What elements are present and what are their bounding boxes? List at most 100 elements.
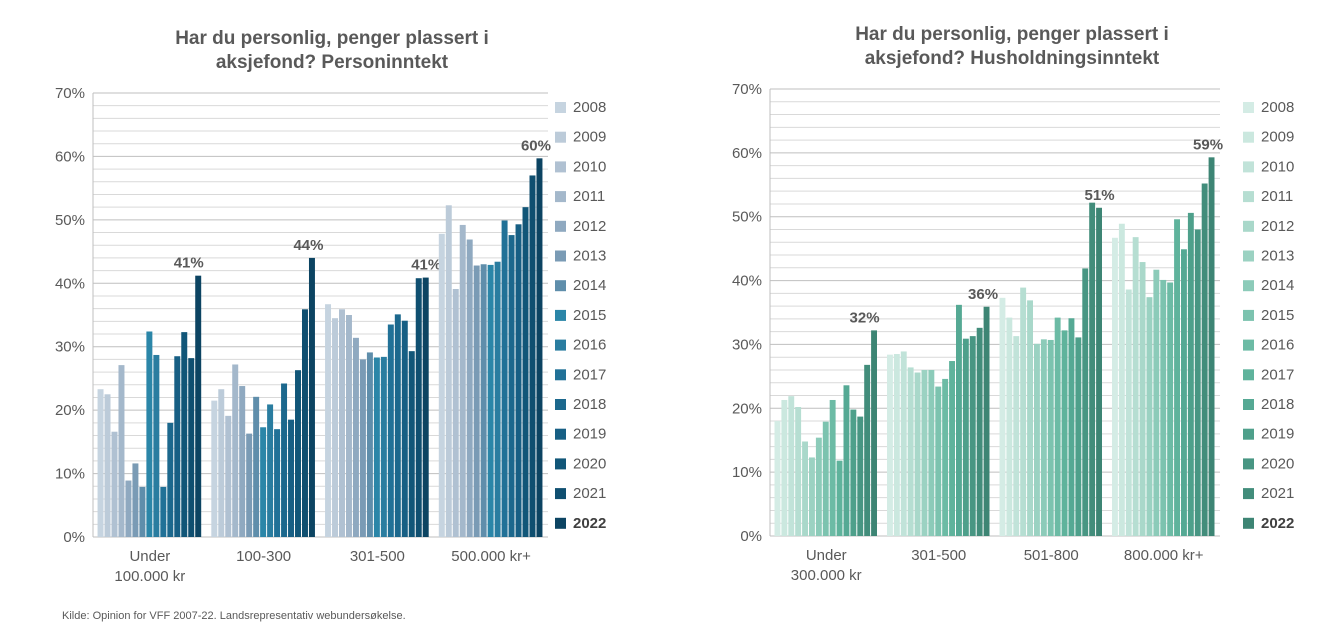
chart-husholdningsinntekt-svg: Har du personlig, penger plassert i aksje…	[732, 24, 1294, 584]
bar-2014-cat-0	[815, 437, 822, 536]
bar-2009-cat-0	[104, 394, 111, 537]
legend-swatch-2018	[1243, 399, 1254, 410]
bar-2015-cat-1	[260, 427, 267, 537]
legend-label-2017: 2017	[1261, 366, 1294, 383]
bar-2008-cat-0	[774, 421, 781, 536]
legend-label-2022: 2022	[573, 515, 606, 532]
legend-swatch-2014	[1243, 280, 1254, 292]
bar-2018-cat-3	[1181, 249, 1187, 536]
legend-label-2022: 2022	[1261, 515, 1294, 532]
bar-2009-cat-1	[218, 389, 225, 537]
data-label: 60%	[521, 137, 551, 154]
legend-swatch-2017	[555, 369, 566, 381]
bar-2013-cat-2	[359, 359, 366, 537]
bar-2017-cat-3	[501, 220, 508, 537]
bar-2022-cat-1	[308, 257, 315, 537]
bar-2015-cat-0	[822, 421, 829, 536]
bar-2019-cat-3	[1187, 212, 1194, 536]
chart-personinntekt-svg: Har du personlig, penger plassert i aksje…	[55, 28, 606, 585]
bar-2020-cat-3	[1194, 229, 1201, 536]
bar-2008-cat-1	[887, 354, 893, 536]
data-label: 41%	[411, 257, 441, 274]
legend-swatch-2018	[555, 399, 566, 410]
legend-label-2015: 2015	[1261, 307, 1294, 324]
bar-2020-cat-1	[295, 370, 301, 537]
bar-2008-cat-2	[999, 297, 1006, 536]
legend-label-2012: 2012	[1261, 218, 1294, 235]
bar-2017-cat-2	[387, 324, 394, 537]
legend-swatch-2016	[555, 339, 566, 351]
bar-2013-cat-0	[809, 457, 815, 536]
bar-2012-cat-3	[1139, 262, 1146, 536]
legend-swatch-2008	[555, 102, 566, 113]
legend-label-2008: 2008	[573, 99, 606, 116]
legend-label-2017: 2017	[573, 366, 606, 383]
bar-2016-cat-2	[1054, 317, 1061, 536]
chart-title-line: Har du personlig, penger plassert i	[855, 24, 1169, 45]
chart-title-line: Har du personlig, penger plassert i	[175, 28, 489, 49]
bar-2020-cat-0	[857, 416, 864, 536]
bar-2015-cat-2	[373, 357, 380, 537]
legend-label-2019: 2019	[573, 426, 606, 443]
bar-2010-cat-0	[788, 396, 795, 536]
bar-2013-cat-1	[246, 433, 253, 537]
legend-label-2016: 2016	[573, 337, 606, 354]
bar-2016-cat-1	[942, 378, 949, 536]
bar-2021-cat-1	[301, 309, 308, 537]
bar-2014-cat-1	[928, 369, 935, 536]
bar-2014-cat-0	[139, 486, 146, 537]
bar-2010-cat-1	[225, 415, 232, 537]
legend-swatch-2011	[555, 191, 566, 203]
legend-swatch-2021	[1243, 488, 1254, 500]
category-label: 301-500	[350, 548, 405, 565]
bar-2010-cat-2	[1013, 336, 1020, 536]
legend-swatch-2017	[1243, 369, 1254, 381]
bar-2011-cat-1	[907, 367, 914, 536]
legend-swatch-2019	[555, 428, 566, 440]
bar-2018-cat-1	[281, 383, 288, 537]
bar-2010-cat-0	[111, 431, 118, 537]
data-label: 32%	[850, 309, 880, 326]
bar-2012-cat-1	[239, 386, 246, 537]
y-tick-label: 0%	[63, 529, 85, 546]
legend-label-2013: 2013	[1261, 248, 1294, 265]
chart-title-line: aksjefond? Personinntekt	[216, 52, 449, 73]
bar-2011-cat-2	[345, 315, 352, 537]
legend-swatch-2015	[1243, 309, 1254, 321]
y-tick-label: 50%	[55, 212, 85, 229]
legend-swatch-2010	[1243, 161, 1254, 173]
bar-2009-cat-3	[445, 205, 452, 538]
legend-swatch-2009	[1243, 131, 1254, 143]
bar-2009-cat-2	[332, 318, 339, 537]
data-label: 36%	[968, 286, 998, 303]
bar-2015-cat-3	[1160, 279, 1167, 536]
legend-swatch-2020	[555, 458, 566, 470]
chart-personinntekt: Har du personlig, penger plassert i aksje…	[0, 0, 660, 600]
category-label: 300.000 kr	[791, 567, 862, 584]
legend-swatch-2022	[1243, 517, 1254, 529]
legend-label-2010: 2010	[573, 158, 606, 175]
bar-2019-cat-2	[1075, 337, 1082, 536]
legend-label-2021: 2021	[573, 485, 606, 502]
bar-2013-cat-2	[1034, 343, 1040, 536]
y-tick-label: 10%	[55, 466, 85, 483]
bar-2021-cat-1	[976, 327, 983, 536]
bar-2013-cat-3	[1146, 297, 1153, 536]
bar-2022-cat-0	[871, 330, 877, 536]
bar-2021-cat-2	[415, 278, 422, 537]
legend-swatch-2012	[555, 220, 566, 232]
category-label: 500.000 kr+	[451, 548, 531, 565]
legend-swatch-2016	[1243, 339, 1254, 351]
bar-2022-cat-0	[195, 275, 202, 537]
bar-2022-cat-1	[983, 306, 990, 536]
bar-2015-cat-1	[935, 386, 942, 536]
bar-2017-cat-0	[160, 486, 167, 537]
bar-2011-cat-0	[118, 365, 125, 537]
bar-2018-cat-3	[508, 235, 515, 537]
data-label: 41%	[174, 255, 204, 272]
bar-2014-cat-3	[480, 264, 487, 537]
legend-label-2018: 2018	[1261, 396, 1294, 413]
bar-2012-cat-2	[352, 337, 359, 537]
bar-2010-cat-1	[900, 351, 907, 536]
bar-2017-cat-0	[836, 460, 843, 536]
